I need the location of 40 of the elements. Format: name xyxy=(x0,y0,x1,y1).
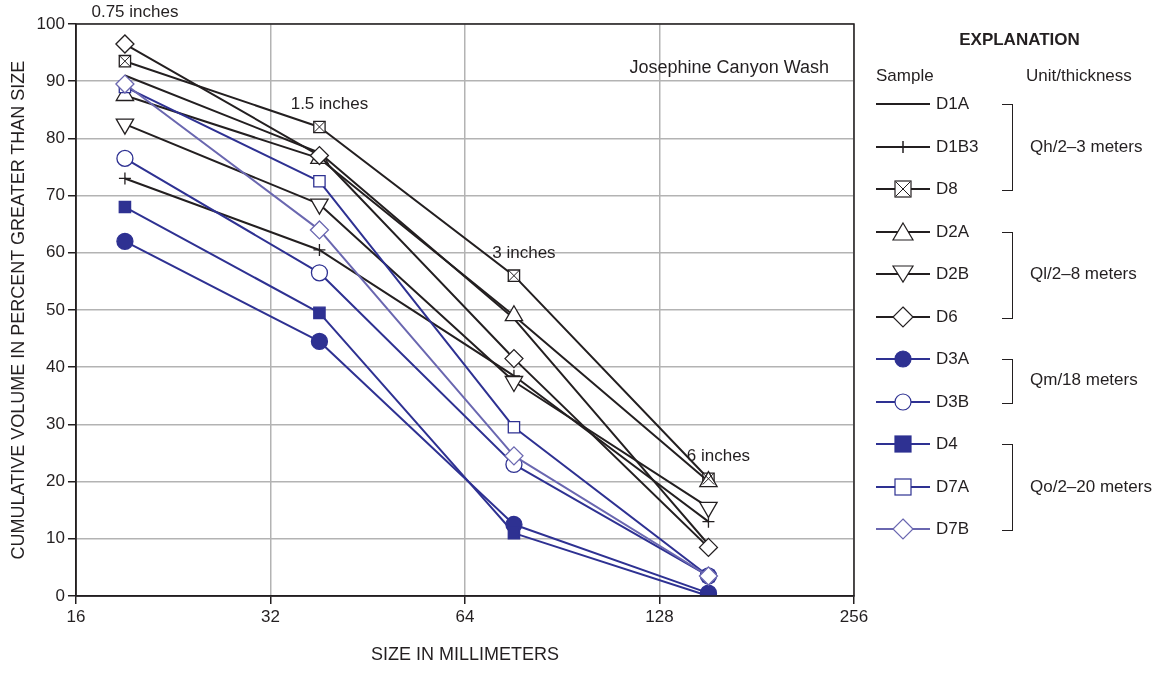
text: Qo/2–20 meters xyxy=(1030,476,1152,497)
text: Qh/2–3 meters xyxy=(1030,136,1143,157)
legend-label: D7A xyxy=(936,476,970,497)
legend-label: D7B xyxy=(936,519,970,539)
x-tick-label: 64 xyxy=(455,606,475,626)
y-tick-label: 70 xyxy=(46,185,65,205)
annotation: 3 inches xyxy=(492,242,556,262)
x-tick-label: 32 xyxy=(261,606,280,626)
y-tick-label: 60 xyxy=(46,242,65,262)
legend-label: D3B xyxy=(936,391,970,412)
y-tick-label: 0 xyxy=(55,585,65,605)
text: Josephine Canyon Wash xyxy=(629,56,829,77)
y-tick-label: 100 xyxy=(36,13,65,33)
y-tick-label: 80 xyxy=(46,128,65,148)
y-tick-label: 10 xyxy=(46,528,65,548)
y-tick-label: 50 xyxy=(46,299,65,319)
legend-label: D1A xyxy=(936,94,970,114)
legend-label: D4 xyxy=(936,434,958,454)
x-axis-title: SIZE IN MILLIMETERS xyxy=(370,644,560,665)
legend-label: D2B xyxy=(936,264,970,284)
text: Qm/18 meters xyxy=(1030,370,1138,391)
annotation: 1.5 inches xyxy=(290,94,369,114)
x-tick-label: 16 xyxy=(66,606,86,626)
legend-title: EXPLANATION xyxy=(958,30,1081,50)
y-axis-title: CUMULATIVE VOLUME IN PERCENT GREATER THAN SIZE xyxy=(7,60,28,560)
legend-label: D6 xyxy=(936,306,958,327)
legend-label: D1B3 xyxy=(936,136,979,157)
x-tick-label: 256 xyxy=(839,606,869,626)
legend-label: D8 xyxy=(936,179,958,199)
y-tick-label: 90 xyxy=(46,70,65,90)
y-tick-label: 20 xyxy=(46,471,65,491)
y-tick-label: 30 xyxy=(46,414,65,434)
text: Ql/2–8 meters xyxy=(1030,264,1137,284)
legend-label: D3A xyxy=(936,349,970,369)
x-tick-label: 128 xyxy=(645,606,674,626)
text: Sample xyxy=(876,66,934,86)
text: 0.75 inches xyxy=(91,2,179,22)
legend-label: D2A xyxy=(936,221,970,242)
y-tick-label: 40 xyxy=(46,356,65,376)
text: Unit/thickness xyxy=(1026,66,1132,86)
